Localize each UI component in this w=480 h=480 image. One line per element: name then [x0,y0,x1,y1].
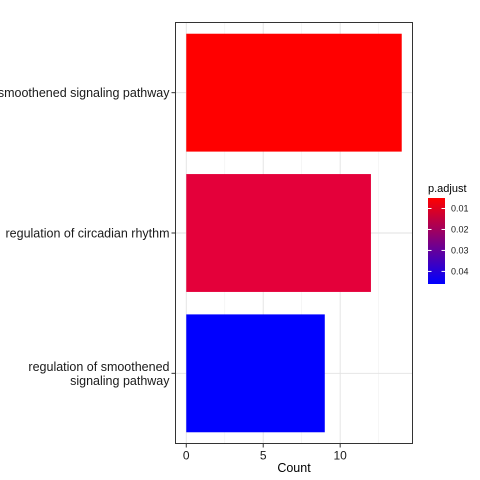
bars [186,33,402,433]
bar [186,314,325,433]
bar [186,174,371,292]
legend-tick-label: 0.01 [451,204,469,214]
category-label: regulation of smoothened signaling pathwa… [28,360,170,388]
x-axis: 0 5 10 [183,443,347,463]
category-label: regulation of circadian rhythm [6,227,170,241]
legend: p.adjust 0.01 0.02 0.03 0.04 [428,183,469,284]
x-tick-label: 5 [260,449,267,463]
legend-title: p.adjust [428,183,467,195]
bar [186,33,402,152]
legend-tick-label: 0.04 [451,267,469,277]
x-tick-label: 0 [183,449,190,463]
legend-ticks: 0.01 0.02 0.03 0.04 [428,204,469,277]
category-label: smoothened signaling pathway [0,86,170,100]
legend-colorbar [428,198,445,284]
x-axis-title: Count [277,461,311,475]
y-axis: smoothened signaling pathway regulation o… [0,86,176,388]
x-tick-label: 10 [333,449,347,463]
legend-tick-label: 0.02 [451,225,469,235]
legend-tick-label: 0.03 [451,246,469,256]
